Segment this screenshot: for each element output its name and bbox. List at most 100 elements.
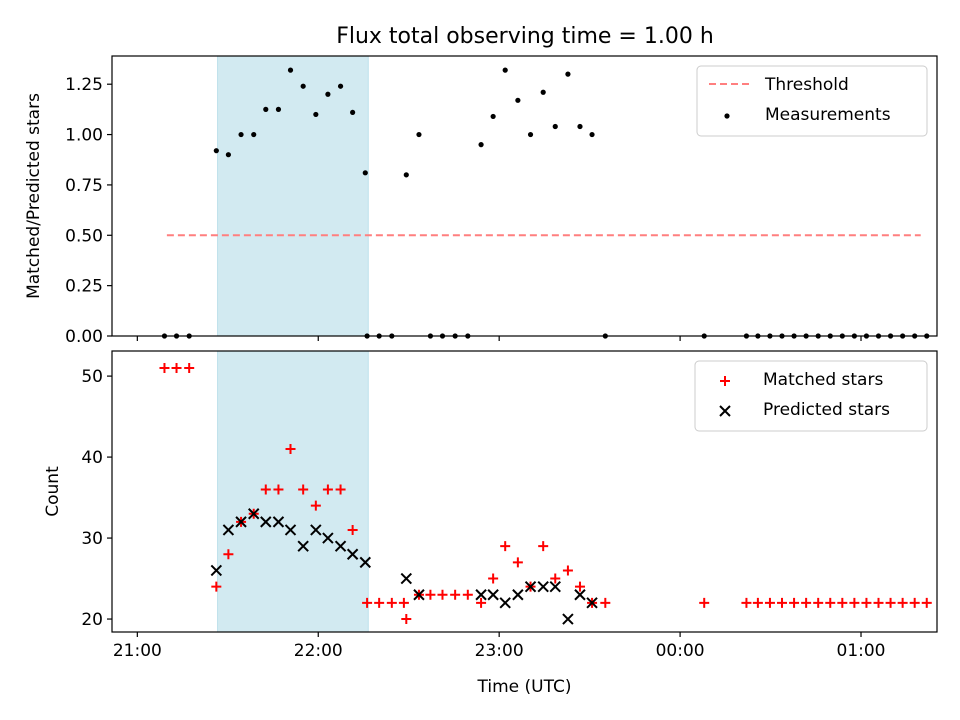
predicted-stars-point bbox=[549, 580, 561, 593]
measurements-point bbox=[490, 113, 496, 120]
matched-stars-point bbox=[462, 589, 473, 600]
predicted-stars-point bbox=[334, 540, 347, 552]
measurements-point bbox=[251, 131, 257, 138]
matched-stars-point bbox=[813, 597, 824, 608]
matched-stars-point bbox=[837, 597, 848, 608]
measurements-point bbox=[275, 106, 282, 112]
matched-stars-point bbox=[699, 597, 710, 608]
matched-stars-point bbox=[159, 363, 170, 374]
bottom-shaded-span bbox=[217, 350, 369, 633]
matched-stars-point bbox=[574, 581, 585, 592]
matched-stars-point bbox=[322, 484, 333, 495]
matched-stars-point bbox=[347, 524, 358, 535]
matched-stars-point bbox=[260, 484, 271, 495]
matched-stars-point bbox=[310, 500, 321, 511]
top-span-rect bbox=[217, 55, 369, 337]
predicted-stars-point bbox=[248, 508, 260, 520]
matched-stars-point bbox=[285, 443, 296, 454]
bottom-legend: Matched stars Predicted stars bbox=[694, 360, 928, 432]
predicted-stars-point bbox=[359, 556, 371, 569]
matched-stars-point bbox=[386, 597, 397, 608]
matched-stars-legend-label: Matched stars bbox=[763, 370, 883, 390]
x-tick-label: 23:00 bbox=[475, 641, 524, 661]
matched-stars-point bbox=[825, 597, 836, 608]
measurements-point bbox=[337, 83, 344, 89]
top-y-tick-label: 0.00 bbox=[65, 327, 103, 347]
chart-title: Flux total observing time = 1.00 h bbox=[336, 24, 714, 49]
top-y-tick-label: 0.50 bbox=[65, 226, 103, 246]
matched-stars-point bbox=[861, 597, 872, 608]
matched-stars-point bbox=[897, 597, 908, 608]
measurements-point bbox=[362, 170, 368, 176]
matched-stars-point bbox=[741, 597, 752, 608]
matched-stars-legend-swatch bbox=[720, 376, 730, 386]
predicted-stars-legend-label: Predicted stars bbox=[763, 400, 890, 420]
x-axis-label: Time (UTC) bbox=[477, 677, 572, 697]
bottom-y-axis-label: Count bbox=[43, 466, 63, 517]
matched-stars-point bbox=[562, 565, 573, 576]
measurements-point bbox=[325, 91, 331, 97]
matched-stars-point bbox=[512, 557, 523, 568]
predicted-stars-point bbox=[499, 597, 511, 609]
matched-stars-point bbox=[873, 597, 884, 608]
predicted-stars-point bbox=[297, 540, 309, 552]
x-tick-label: 22:00 bbox=[294, 641, 343, 661]
measurements-point bbox=[403, 172, 409, 178]
bottom-y-ticks: 20 30 40 50 bbox=[81, 367, 112, 630]
predicted-stars-point bbox=[562, 613, 574, 625]
measurements-point bbox=[213, 148, 219, 154]
measurements-point bbox=[515, 97, 521, 103]
bottom-y-tick-label: 30 bbox=[81, 529, 103, 549]
matched-stars-point bbox=[273, 484, 284, 495]
top-y-axis-label: Matched/Predicted stars bbox=[24, 93, 44, 299]
matched-stars-point bbox=[450, 589, 461, 600]
measurements-point bbox=[552, 123, 558, 130]
matched-stars-point bbox=[374, 597, 385, 608]
matched-stars-point bbox=[171, 363, 182, 374]
measurements-legend-label: Measurements bbox=[765, 105, 891, 125]
matched-stars-point bbox=[437, 589, 448, 600]
measurements-point bbox=[540, 89, 546, 95]
predicted-stars-point bbox=[222, 524, 235, 536]
matched-stars-point bbox=[921, 597, 932, 608]
measurements-point bbox=[478, 142, 484, 148]
measurements-point bbox=[287, 67, 294, 73]
x-tick-label: 21:00 bbox=[113, 641, 162, 661]
predicted-stars-point bbox=[586, 597, 598, 609]
matched-stars-point bbox=[298, 484, 309, 495]
top-y-tick-label: 1.25 bbox=[65, 75, 103, 95]
matched-stars-point bbox=[398, 597, 409, 608]
top-x-ticks bbox=[136, 336, 862, 341]
predicted-stars-point bbox=[537, 580, 549, 593]
predicted-stars-point bbox=[310, 524, 322, 536]
bottom-y-tick-label: 40 bbox=[81, 448, 103, 468]
measurements-point bbox=[565, 71, 571, 77]
matched-stars-point bbox=[335, 484, 346, 495]
matched-stars-point bbox=[600, 597, 611, 608]
matched-stars-point bbox=[801, 597, 812, 608]
matched-stars-point bbox=[777, 597, 788, 608]
top-legend: Threshold Measurements bbox=[696, 65, 928, 137]
measurements-point bbox=[416, 131, 422, 138]
measurements-point bbox=[300, 83, 306, 89]
matched-stars-point bbox=[764, 597, 775, 608]
matched-stars-point bbox=[849, 597, 860, 608]
top-legend-box bbox=[696, 65, 928, 137]
measurements-point bbox=[350, 109, 356, 116]
matched-stars-point bbox=[488, 573, 499, 584]
measurements-point bbox=[577, 123, 583, 130]
matched-stars-point bbox=[401, 614, 412, 625]
matched-stars-point bbox=[223, 549, 234, 560]
matched-stars-point bbox=[550, 573, 561, 584]
bottom-span-rect bbox=[217, 350, 369, 633]
bottom-y-tick-label: 20 bbox=[81, 610, 103, 630]
measurements-point bbox=[589, 131, 595, 138]
predicted-stars-point bbox=[487, 589, 499, 601]
measurements-legend-swatch bbox=[724, 113, 730, 119]
matched-stars-point bbox=[476, 597, 487, 608]
measurements-point bbox=[238, 131, 244, 138]
x-tick-label: 01:00 bbox=[837, 641, 886, 661]
